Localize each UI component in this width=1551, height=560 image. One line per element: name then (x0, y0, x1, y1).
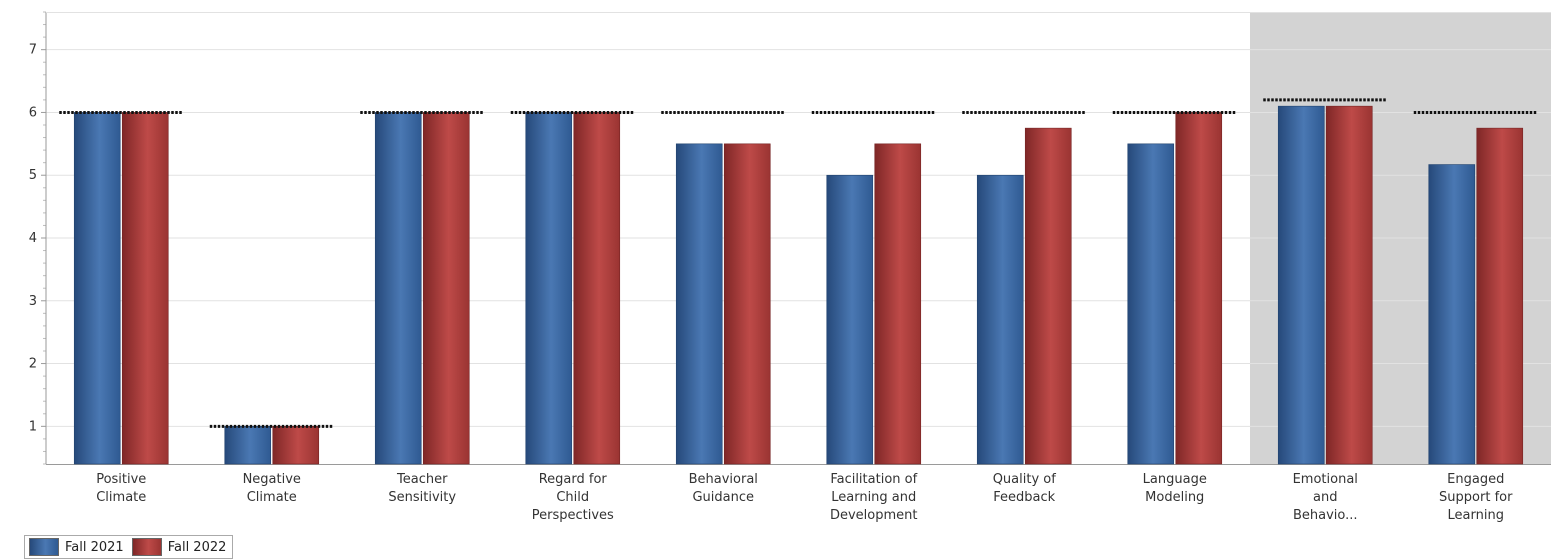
bar-fall-2022[interactable] (1024, 127, 1072, 465)
bar-fall-2021[interactable] (374, 112, 422, 465)
legend-swatch-fall-2021 (29, 538, 59, 556)
x-category-label: Engaged Support for Learning (1439, 472, 1513, 523)
bar-fall-2022[interactable] (422, 112, 470, 465)
bar-fall-2021[interactable] (525, 112, 573, 465)
bar-fall-2021[interactable] (675, 143, 723, 465)
x-category-label: Positive Climate (96, 472, 146, 505)
bar-fall-2021[interactable] (1428, 164, 1476, 465)
bar-fall-2021[interactable] (826, 174, 874, 465)
chart-legend: Fall 2021 Fall 2022 (24, 535, 234, 559)
y-tick-label: 4 (29, 231, 37, 246)
x-category-label: Behavioral Guidance (689, 472, 758, 505)
bar-fall-2021[interactable] (1127, 143, 1175, 465)
bar-fall-2021[interactable] (1277, 105, 1325, 465)
bar-fall-2021[interactable] (73, 112, 121, 465)
y-tick-label: 5 (29, 168, 37, 183)
bar-fall-2022[interactable] (1325, 105, 1373, 465)
legend-swatch-fall-2022 (131, 538, 162, 556)
bar-fall-2022[interactable] (121, 112, 169, 465)
y-tick-label: 1 (29, 419, 37, 434)
y-tick-label: 2 (29, 357, 37, 372)
bar-fall-2021[interactable] (976, 174, 1024, 465)
bar-fall-2022[interactable] (1476, 127, 1524, 465)
bar-fall-2022[interactable] (723, 143, 771, 465)
bar-fall-2021[interactable] (224, 426, 272, 465)
y-tick-label: 7 (29, 43, 37, 58)
y-tick-label: 6 (29, 105, 37, 120)
legend-label-fall-2021: Fall 2021 (65, 539, 124, 555)
x-category-label: Teacher Sensitivity (388, 472, 456, 505)
bar-fall-2022[interactable] (272, 426, 320, 465)
y-tick-label: 3 (29, 294, 37, 309)
x-category-label: Language Modeling (1143, 472, 1207, 505)
bar-chart: 1 2 3 4 5 6 7 Positive Climate Negative Climate Tea… (29, 11, 1551, 523)
x-category-label: Quality of Feedback (993, 472, 1057, 505)
bar-fall-2022[interactable] (1175, 112, 1223, 465)
x-category-label: Regard for Child Perspectives (532, 472, 614, 523)
x-category-label: Facilitation of Learning and Development (830, 472, 918, 523)
bar-fall-2022[interactable] (573, 112, 621, 465)
x-category-label: Negative Climate (243, 472, 301, 505)
bar-fall-2022[interactable] (874, 143, 922, 465)
legend-item-fall-2021[interactable]: Fall 2021 (29, 538, 124, 556)
legend-item-fall-2022[interactable]: Fall 2022 (131, 538, 227, 556)
x-category-label: Emotional and Behavio... (1293, 472, 1358, 523)
legend-label-fall-2022: Fall 2022 (167, 539, 227, 555)
